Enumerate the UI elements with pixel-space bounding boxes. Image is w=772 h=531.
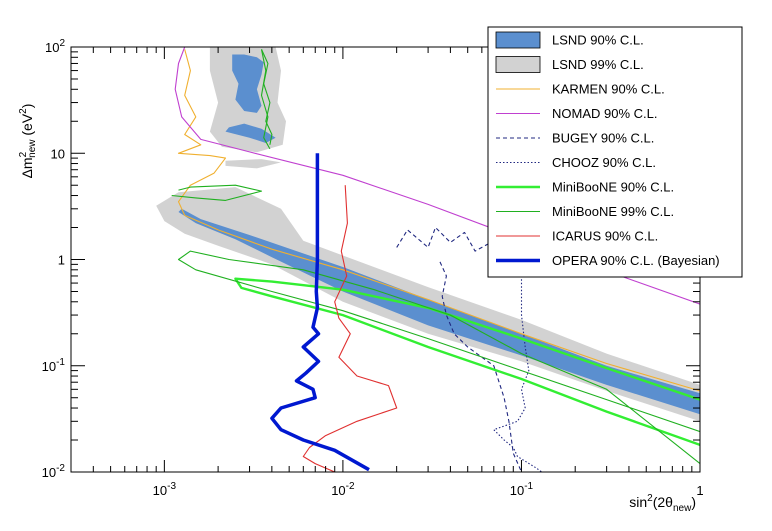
legend-label-0: LSND 90% C.L.	[552, 33, 644, 48]
legend-swatch-1	[495, 56, 541, 73]
x-tick-label-1: 10-2	[331, 481, 355, 498]
legend-label-5: CHOOZ 90% C.L.	[552, 155, 656, 170]
line-icarus-90-c-l--points	[302, 185, 398, 472]
x-tick-label-0: 10-3	[153, 481, 177, 498]
line-bugey-90-c-l--points	[396, 226, 700, 252]
legend-swatch-0	[495, 31, 541, 49]
legend-label-6: MiniBooNE 90% C.L.	[552, 180, 674, 195]
line-miniboone-99-c-l--points	[171, 184, 263, 201]
legend-label-8: ICARUS 90% C.L.	[552, 229, 658, 244]
line-miniboone-99-c-l--points3	[260, 49, 271, 150]
line-miniboone-90-c-l--points	[234, 277, 700, 447]
y-tick-label-2: 1	[58, 253, 65, 268]
y-axis-title: Δm2new (eV2)	[18, 104, 38, 179]
legend: LSND 90% C.L. LSND 99% C.L. KARMEN 90% C.L…	[487, 26, 743, 278]
line-opera-90-c-l-bayesian--points	[270, 153, 370, 472]
line-miniboone-99-c-l--points2	[260, 49, 273, 145]
legend-label-2: KARMEN 90% C.L.	[552, 82, 665, 97]
y-tick-label-1: 10-1	[42, 357, 66, 374]
line-miniboone-99-c-l--points4	[177, 250, 700, 465]
legend-label-7: MiniBooNE 99% C.L.	[552, 204, 674, 219]
x-axis-title: sin2(2θnew)	[629, 493, 696, 514]
y-tick-label-0: 10-2	[42, 463, 66, 480]
legend-label-9: OPERA 90% C.L. (Bayesian)	[552, 253, 720, 268]
y-tick-label-3: 10	[51, 146, 65, 161]
y-tick-label-4: 102	[45, 38, 65, 55]
band-lsnd-90-c-l--2	[232, 54, 264, 113]
line-bugey-90-c-l--points2	[439, 261, 523, 472]
series-layer	[156, 47, 700, 472]
legend-label-4: BUGEY 90% C.L.	[552, 131, 654, 146]
x-tick-label-2: 10-1	[510, 481, 534, 498]
band-lsnd-90-c-l--1	[225, 123, 276, 143]
legend-label-3: NOMAD 90% C.L.	[552, 106, 657, 121]
legend-label-1: LSND 99% C.L.	[552, 57, 644, 72]
band-lsnd-99-c-l--2	[225, 159, 281, 169]
line-karmen-90-c-l--points	[177, 49, 700, 392]
x-tick-label-3: 1	[696, 483, 703, 498]
